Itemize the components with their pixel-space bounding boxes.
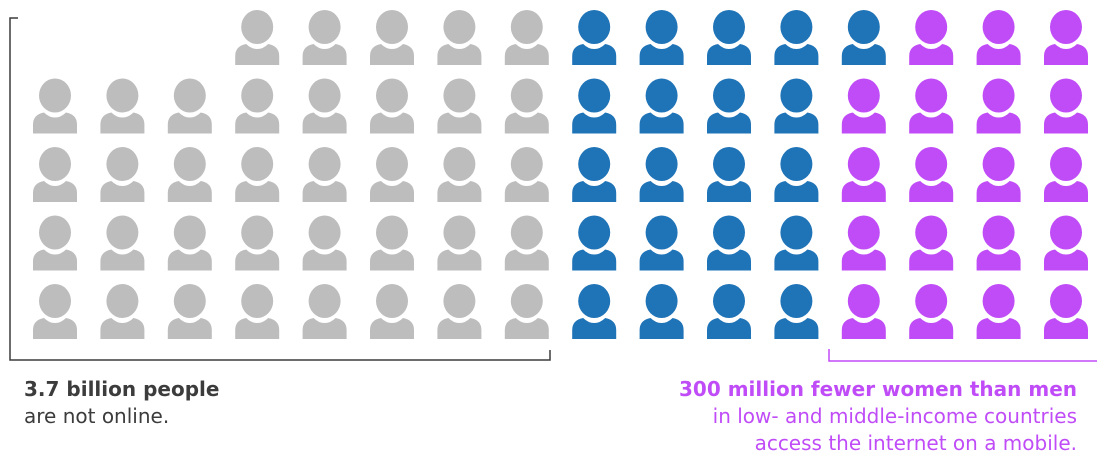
offline-person-icon: [302, 78, 347, 134]
offline-person-icon: [302, 215, 347, 271]
online-person-icon: [841, 10, 886, 65]
offline-person-icon: [167, 78, 212, 134]
offline-person-icon: [33, 78, 77, 134]
offline-person-icon: [370, 284, 414, 339]
gender-gap-caption-line2: access the internet on a mobile.: [754, 431, 1077, 455]
offline-person-icon: [167, 215, 212, 271]
online-person-icon: [639, 78, 684, 134]
online-person-icon: [639, 147, 684, 202]
offline-person-icon: [100, 215, 145, 271]
offline-person-icon: [235, 78, 280, 134]
offline-caption-bold: 3.7 billion people: [24, 377, 220, 401]
offline-person-icon: [370, 10, 414, 65]
online-person-icon: [707, 284, 751, 339]
offline-person-icon: [302, 284, 347, 339]
offline-person-icon: [235, 147, 280, 202]
gender-gap-caption-line1: in low- and middle-income countries: [712, 404, 1077, 428]
offline-person-icon: [100, 284, 145, 339]
gender-gap-person-icon: [976, 215, 1021, 271]
offline-person-icon: [100, 147, 145, 202]
gender-gap-person-icon: [909, 284, 954, 339]
gender-gap-person-icon: [1044, 147, 1088, 202]
offline-person-icon: [235, 10, 280, 65]
offline-person-icon: [370, 215, 414, 271]
offline-person-icon: [504, 284, 549, 339]
gender-gap-person-icon: [1044, 215, 1088, 271]
gender-gap-person-icon: [976, 284, 1021, 339]
online-person-icon: [774, 10, 819, 65]
offline-person-icon: [504, 147, 549, 202]
offline-person-icon: [370, 147, 414, 202]
online-person-icon: [572, 10, 617, 65]
offline-caption: 3.7 billion people are not online.: [24, 376, 219, 430]
offline-person-icon: [370, 78, 414, 134]
offline-person-icon: [504, 78, 549, 134]
offline-person-icon: [437, 147, 482, 202]
person-icons: [33, 10, 1088, 339]
gender-gap-caption: 300 million fewer women than men in low-…: [679, 376, 1077, 457]
offline-person-icon: [437, 10, 482, 65]
offline-person-icon: [167, 147, 212, 202]
offline-person-icon: [100, 78, 145, 134]
offline-person-icon: [504, 215, 549, 271]
online-person-icon: [639, 284, 684, 339]
online-person-icon: [707, 147, 751, 202]
split-person-icon: [841, 78, 886, 134]
online-person-icon: [639, 10, 684, 65]
online-person-icon: [572, 78, 617, 134]
online-person-icon: [774, 147, 819, 202]
online-person-icon: [707, 10, 751, 65]
online-person-icon: [707, 78, 751, 134]
gender-gap-person-icon: [1044, 78, 1088, 134]
gender-gap-person-icon: [976, 78, 1021, 134]
gender-gap-person-icon: [909, 215, 954, 271]
online-person-icon: [774, 78, 819, 134]
online-person-icon: [572, 147, 617, 202]
offline-person-icon: [302, 10, 347, 65]
gender-gap-caption-bold: 300 million fewer women than men: [678, 377, 1077, 401]
offline-person-icon: [437, 284, 482, 339]
online-person-icon: [774, 215, 819, 271]
gender-gap-bracket: [828, 349, 1097, 362]
gender-gap-person-icon: [976, 147, 1021, 202]
offline-person-icon: [33, 284, 77, 339]
offline-person-icon: [302, 147, 347, 202]
offline-person-icon: [167, 284, 212, 339]
online-person-icon: [774, 284, 819, 339]
gender-gap-person-icon: [909, 10, 954, 65]
offline-caption-text: are not online.: [24, 404, 170, 428]
gender-gap-person-icon: [1044, 10, 1088, 65]
online-person-icon: [707, 215, 751, 271]
gender-gap-person-icon: [976, 10, 1021, 65]
online-person-icon: [572, 284, 617, 339]
offline-person-icon: [437, 78, 482, 134]
offline-person-icon: [235, 215, 280, 271]
offline-person-icon: [504, 10, 549, 65]
offline-person-icon: [33, 147, 77, 202]
online-person-icon: [572, 215, 617, 271]
gender-gap-person-icon: [841, 284, 886, 339]
gender-gap-person-icon: [841, 147, 886, 202]
offline-person-icon: [437, 215, 482, 271]
gender-gap-person-icon: [841, 215, 886, 271]
gender-gap-person-icon: [1044, 284, 1088, 339]
gender-gap-person-icon: [909, 78, 954, 134]
offline-person-icon: [235, 284, 280, 339]
offline-bracket: [9, 17, 551, 361]
offline-person-icon: [33, 215, 77, 271]
gender-gap-person-icon: [909, 147, 954, 202]
online-person-icon: [639, 215, 684, 271]
